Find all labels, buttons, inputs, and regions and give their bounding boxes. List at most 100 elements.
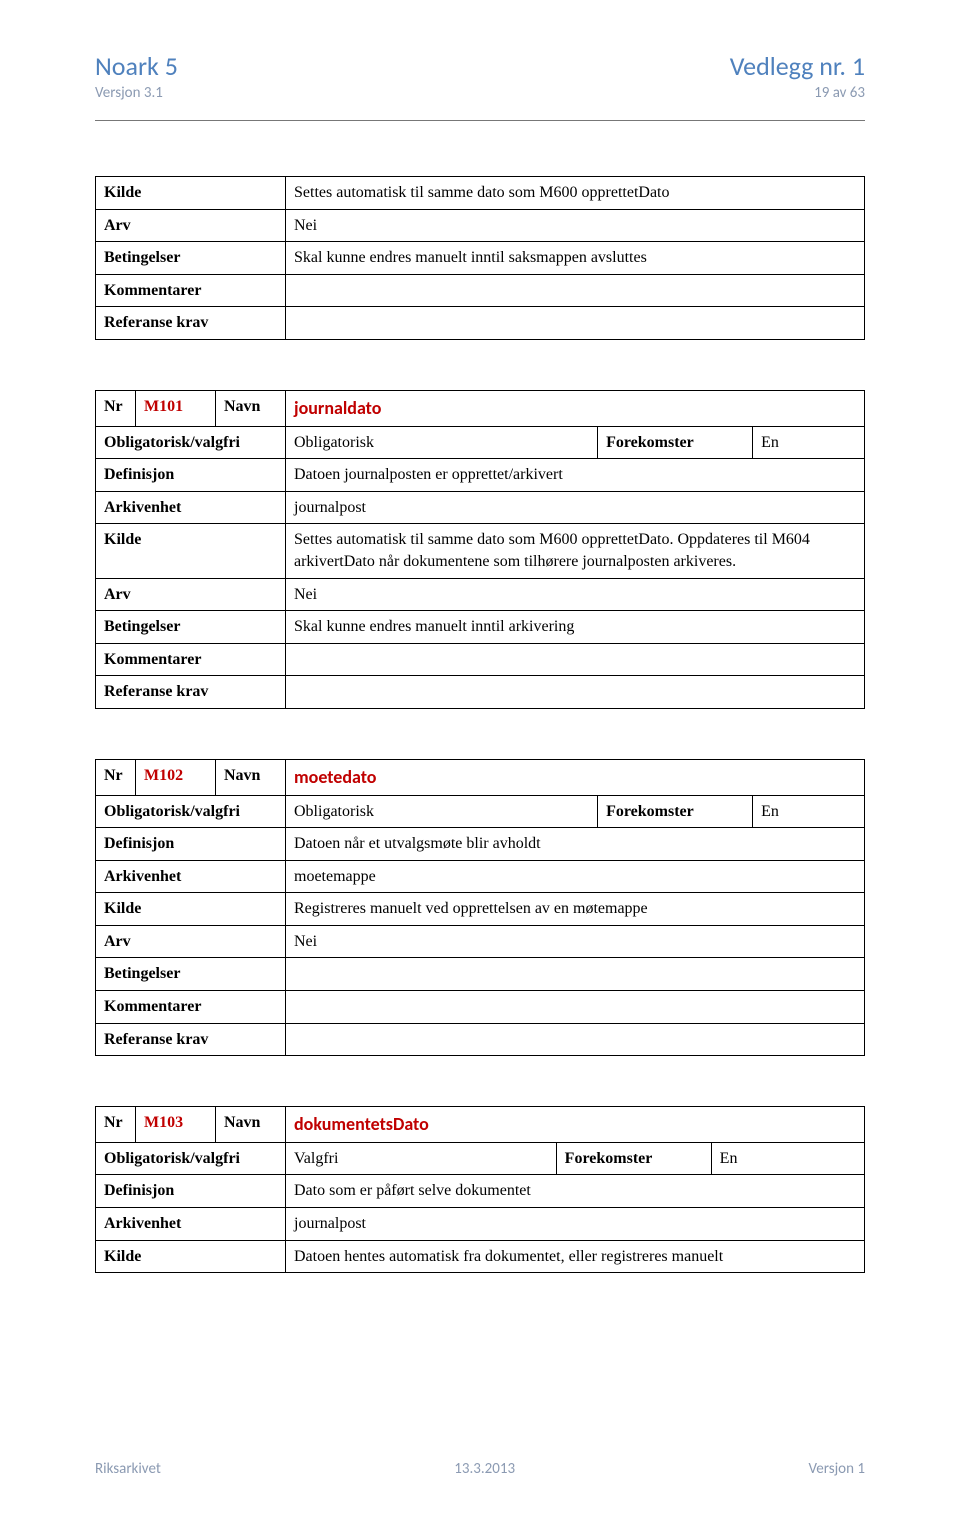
- name-journaldato: journaldato: [294, 397, 381, 419]
- table-row: Arkivenhet journalpost: [96, 1208, 865, 1241]
- label-definisjon: Definisjon: [96, 1175, 286, 1208]
- table-row: Nr M101 Navn journaldato: [96, 390, 865, 426]
- table-row: Betingelser Skal kunne endres manuelt in…: [96, 242, 865, 275]
- label-navn: Navn: [216, 1107, 286, 1143]
- label-arv: Arv: [96, 209, 286, 242]
- label-navn: Navn: [216, 759, 286, 795]
- value-arkivenhet: journalpost: [286, 1208, 865, 1241]
- value-betingelser: Skal kunne endres manuelt inntil saksmap…: [286, 242, 865, 275]
- value-kommentarer: [286, 991, 865, 1024]
- label-definisjon: Definisjon: [96, 459, 286, 492]
- label-referanse-krav: Referanse krav: [96, 1023, 286, 1056]
- header-rule: [95, 120, 865, 121]
- table-row: Definisjon Datoen når et utvalgsmøte bli…: [96, 828, 865, 861]
- table-row: Kommentarer: [96, 274, 865, 307]
- label-kilde: Kilde: [96, 524, 286, 578]
- table-row: Definisjon Dato som er påført selve doku…: [96, 1175, 865, 1208]
- label-kilde: Kilde: [96, 177, 286, 210]
- footer-center: 13.3.2013: [454, 1460, 515, 1478]
- table-row: Betingelser Skal kunne endres manuelt in…: [96, 611, 865, 644]
- table-row: Obligatorisk/valgfri Valgfri Forekomster…: [96, 1142, 865, 1175]
- value-kommentarer: [286, 274, 865, 307]
- label-navn: Navn: [216, 390, 286, 426]
- label-referanse-krav: Referanse krav: [96, 307, 286, 340]
- label-betingelser: Betingelser: [96, 611, 286, 644]
- table-row: Obligatorisk/valgfri Obligatorisk Foreko…: [96, 426, 865, 459]
- table-m103: Nr M103 Navn dokumentetsDato Obligatoris…: [95, 1106, 865, 1273]
- label-forekomster: Forekomster: [598, 426, 753, 459]
- name-moetedato: moetedato: [294, 766, 376, 788]
- label-nr: Nr: [96, 759, 136, 795]
- label-kommentarer: Kommentarer: [96, 643, 286, 676]
- value-forekomster: En: [753, 426, 865, 459]
- name-dokumentetsdato: dokumentetsDato: [294, 1113, 429, 1135]
- value-kilde: Settes automatisk til samme dato som M60…: [286, 524, 865, 578]
- table-row: Kilde Settes automatisk til samme dato s…: [96, 177, 865, 210]
- table-row: Kilde Datoen hentes automatisk fra dokum…: [96, 1240, 865, 1273]
- table-row: Nr M103 Navn dokumentetsDato: [96, 1107, 865, 1143]
- code-m102: M102: [144, 767, 183, 784]
- label-kilde: Kilde: [96, 1240, 286, 1273]
- table-row: Kommentarer: [96, 643, 865, 676]
- table-row: Arkivenhet moetemappe: [96, 860, 865, 893]
- table-m101: Nr M101 Navn journaldato Obligatorisk/va…: [95, 390, 865, 709]
- value-oblig: Obligatorisk: [286, 426, 598, 459]
- page-subheader: Versjon 3.1 19 av 63: [95, 84, 865, 120]
- label-oblig-valgfri: Obligatorisk/valgfri: [96, 795, 286, 828]
- label-arkivenhet: Arkivenhet: [96, 860, 286, 893]
- table-row: Kilde Registreres manuelt ved opprettels…: [96, 893, 865, 926]
- table-row: Arv Nei: [96, 209, 865, 242]
- value-arv: Nei: [286, 209, 865, 242]
- label-kommentarer: Kommentarer: [96, 991, 286, 1024]
- label-nr: Nr: [96, 1107, 136, 1143]
- label-kilde: Kilde: [96, 893, 286, 926]
- label-forekomster: Forekomster: [598, 795, 753, 828]
- header-right-title: Vedlegg nr. 1: [730, 50, 865, 82]
- value-arv: Nei: [286, 925, 865, 958]
- page-header: Noark 5 Vedlegg nr. 1: [95, 50, 865, 82]
- value-oblig: Valgfri: [286, 1142, 557, 1175]
- code-m103: M103: [144, 1114, 183, 1131]
- table-continuation: Kilde Settes automatisk til samme dato s…: [95, 176, 865, 340]
- label-oblig-valgfri: Obligatorisk/valgfri: [96, 426, 286, 459]
- value-betingelser: [286, 958, 865, 991]
- label-betingelser: Betingelser: [96, 958, 286, 991]
- value-kilde: Datoen hentes automatisk fra dokumentet,…: [286, 1240, 865, 1273]
- label-referanse-krav: Referanse krav: [96, 676, 286, 709]
- table-row: Referanse krav: [96, 1023, 865, 1056]
- value-kilde: Settes automatisk til samme dato som M60…: [286, 177, 865, 210]
- value-kilde: Registreres manuelt ved opprettelsen av …: [286, 893, 865, 926]
- page: Noark 5 Vedlegg nr. 1 Versjon 3.1 19 av …: [0, 0, 960, 1518]
- label-betingelser: Betingelser: [96, 242, 286, 275]
- value-betingelser: Skal kunne endres manuelt inntil arkiver…: [286, 611, 865, 644]
- page-footer: Riksarkivet 13.3.2013 Versjon 1: [95, 1460, 865, 1478]
- value-forekomster: En: [753, 795, 865, 828]
- value-definisjon: Dato som er påført selve dokumentet: [286, 1175, 865, 1208]
- label-kommentarer: Kommentarer: [96, 274, 286, 307]
- header-left-sub: Versjon 3.1: [95, 84, 163, 102]
- value-oblig: Obligatorisk: [286, 795, 598, 828]
- table-m102: Nr M102 Navn moetedato Obligatorisk/valg…: [95, 759, 865, 1056]
- table-row: Referanse krav: [96, 307, 865, 340]
- label-arv: Arv: [96, 925, 286, 958]
- header-right-sub: 19 av 63: [814, 84, 865, 102]
- label-oblig-valgfri: Obligatorisk/valgfri: [96, 1142, 286, 1175]
- label-nr: Nr: [96, 390, 136, 426]
- label-arkivenhet: Arkivenhet: [96, 1208, 286, 1241]
- label-forekomster: Forekomster: [556, 1142, 711, 1175]
- table-row: Arv Nei: [96, 578, 865, 611]
- table-row: Kommentarer: [96, 991, 865, 1024]
- value-arv: Nei: [286, 578, 865, 611]
- label-definisjon: Definisjon: [96, 828, 286, 861]
- table-row: Betingelser: [96, 958, 865, 991]
- table-row: Arv Nei: [96, 925, 865, 958]
- table-row: Nr M102 Navn moetedato: [96, 759, 865, 795]
- table-row: Definisjon Datoen journalposten er oppre…: [96, 459, 865, 492]
- value-arkivenhet: journalpost: [286, 491, 865, 524]
- label-arkivenhet: Arkivenhet: [96, 491, 286, 524]
- table-row: Kilde Settes automatisk til samme dato s…: [96, 524, 865, 578]
- table-row: Referanse krav: [96, 676, 865, 709]
- code-m101: M101: [144, 398, 183, 415]
- table-row: Obligatorisk/valgfri Obligatorisk Foreko…: [96, 795, 865, 828]
- table-row: Arkivenhet journalpost: [96, 491, 865, 524]
